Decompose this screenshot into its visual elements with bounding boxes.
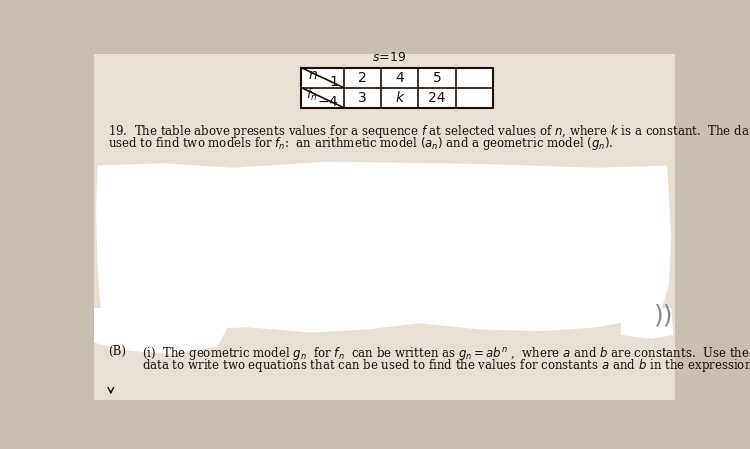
Text: $k$: $k$ — [394, 90, 405, 105]
Text: $n$: $n$ — [308, 68, 317, 82]
Polygon shape — [94, 308, 233, 354]
Text: 4: 4 — [395, 71, 404, 85]
Text: 5: 5 — [433, 71, 442, 85]
Text: 3: 3 — [358, 91, 367, 105]
Text: (i)  The geometric model $g_n$  for $f_n$  can be written as $g_n = ab^n$ ,  whe: (i) The geometric model $g_n$ for $f_n$ … — [142, 345, 750, 362]
Text: $-4$: $-4$ — [317, 95, 339, 109]
Text: 19.  The table above presents values for a sequence $f$ at selected values of $n: 19. The table above presents values for … — [108, 123, 750, 140]
Text: 1: 1 — [329, 75, 338, 89]
Text: (B): (B) — [108, 345, 126, 358]
Polygon shape — [94, 54, 296, 166]
Bar — [302, 68, 493, 108]
Text: used to find two models for $f_n$:  an arithmetic model $(a_n)$ and a geometric : used to find two models for $f_n$: an ar… — [108, 136, 613, 153]
Text: )): )) — [653, 304, 674, 328]
Text: $f_n$: $f_n$ — [306, 87, 317, 103]
Text: $s\!=\!19$: $s\!=\!19$ — [372, 51, 406, 64]
Polygon shape — [96, 162, 671, 333]
Polygon shape — [621, 308, 674, 339]
Text: data to write two equations that can be used to find the values for constants $a: data to write two equations that can be … — [142, 357, 750, 374]
Text: 24: 24 — [428, 91, 445, 105]
Text: 2: 2 — [358, 71, 367, 85]
